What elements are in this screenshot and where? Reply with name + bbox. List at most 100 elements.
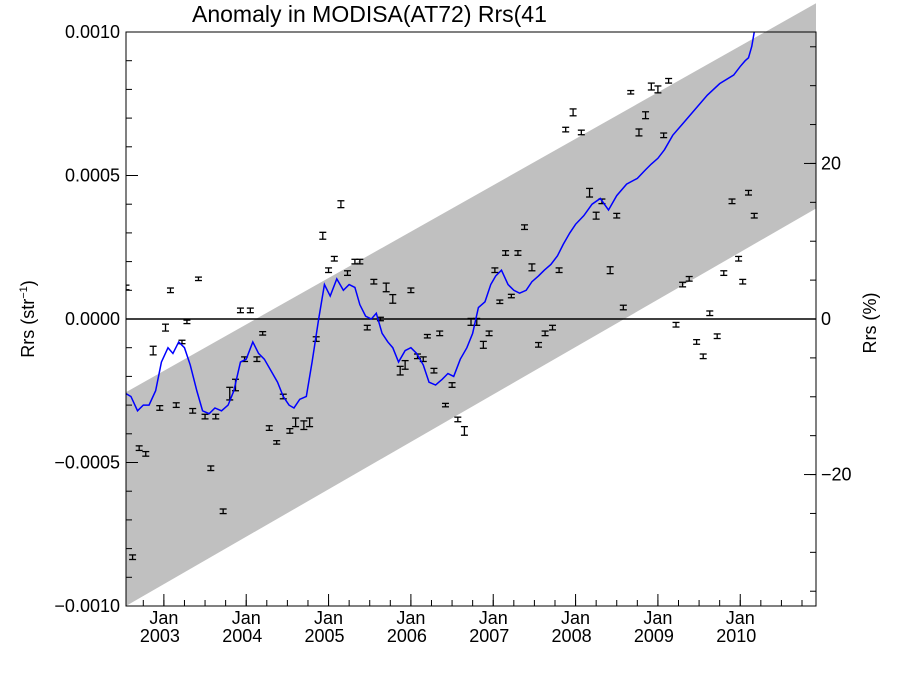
data-point <box>654 85 662 94</box>
data-point <box>549 324 557 331</box>
data-point <box>129 554 137 561</box>
data-point <box>166 287 174 294</box>
data-point <box>448 382 456 388</box>
data-point <box>306 417 314 428</box>
data-point <box>430 367 438 374</box>
data-point <box>356 258 364 265</box>
data-point <box>212 413 220 420</box>
data-point <box>507 293 515 299</box>
data-point <box>236 307 244 314</box>
y2-tick-label: 20 <box>821 153 841 173</box>
data-point <box>436 330 444 337</box>
data-point <box>586 187 594 198</box>
chart-title: Anomaly in MODISA(AT72) Rrs(41 <box>192 1 547 27</box>
data-point <box>265 425 273 432</box>
plot-area <box>126 3 816 607</box>
data-point <box>541 330 549 337</box>
data-point <box>665 77 673 84</box>
x-tick-label-year: 2003 <box>140 626 180 646</box>
data-point <box>219 508 227 515</box>
data-point <box>720 270 728 277</box>
data-point <box>343 270 351 277</box>
data-point <box>706 310 714 317</box>
data-point <box>319 231 327 240</box>
data-point <box>194 276 202 282</box>
data-point <box>496 299 504 305</box>
x-tick-label-month: Jan <box>149 608 178 628</box>
data-point <box>183 319 191 325</box>
data-point <box>521 224 529 231</box>
data-point <box>149 345 157 356</box>
x-tick-label-year: 2004 <box>222 626 262 646</box>
data-point <box>330 255 338 262</box>
y-axis-title: Rrs (str−1) <box>18 280 38 358</box>
data-point <box>259 330 267 336</box>
data-point <box>407 287 415 294</box>
data-point <box>300 420 308 431</box>
data-point <box>699 353 707 360</box>
data-point <box>142 450 150 457</box>
data-point <box>647 82 655 91</box>
tick-labels: −0.0010 −0.0005 0.0000 0.0005 0.0010 −20 0 20 Ja… <box>54 22 851 646</box>
data-point <box>370 278 378 285</box>
axes <box>126 31 816 607</box>
y2-tick-label: −20 <box>821 465 852 485</box>
x-tick-label-month: Jan <box>314 608 343 628</box>
data-point <box>627 89 635 95</box>
data-point <box>325 267 333 274</box>
data-point <box>207 465 215 472</box>
data-point <box>693 339 701 345</box>
data-point <box>337 200 345 209</box>
data-point <box>162 323 170 332</box>
data-point <box>750 212 758 219</box>
x-tick-label-month: Jan <box>396 608 425 628</box>
data-point <box>441 402 449 408</box>
y-axis-title-superscript: −1 <box>18 286 30 299</box>
data-point <box>735 255 743 262</box>
y2-axis-title: Rrs (%) <box>860 293 880 354</box>
data-point <box>401 359 409 370</box>
data-point <box>535 341 543 348</box>
data-point <box>460 425 468 436</box>
x-tick-label-month: Jan <box>726 608 755 628</box>
data-point <box>592 211 600 220</box>
x-tick-label-month: Jan <box>643 608 672 628</box>
data-point <box>363 324 371 331</box>
data-point <box>739 278 747 285</box>
data-point <box>744 189 752 196</box>
data-point <box>189 407 197 414</box>
data-point <box>454 416 462 423</box>
x-tick-label-year: 2009 <box>634 626 674 646</box>
data-point <box>569 108 577 117</box>
data-point <box>577 129 585 136</box>
data-point <box>286 427 294 434</box>
data-point <box>672 321 680 328</box>
data-point <box>246 307 254 314</box>
y-tick-label: 0.0000 <box>65 309 120 329</box>
x-tick-label-year: 2010 <box>716 626 756 646</box>
data-point <box>660 132 668 139</box>
data-point <box>619 304 627 311</box>
data-point <box>273 440 281 445</box>
data-point <box>555 267 563 274</box>
x-tick-label-year: 2008 <box>552 626 592 646</box>
data-point <box>396 365 404 376</box>
data-point <box>713 333 721 340</box>
data-point <box>135 445 143 452</box>
data-point <box>292 417 300 428</box>
y-tick-label: 0.0010 <box>65 22 120 42</box>
smoothed-trend-line <box>126 31 755 415</box>
x-tick-label-month: Jan <box>479 608 508 628</box>
data-point <box>389 293 397 304</box>
data-point <box>479 340 487 349</box>
data-point <box>635 128 643 137</box>
data-point <box>679 281 687 288</box>
y-axis-title-close: ) <box>18 280 38 286</box>
data-point <box>423 333 431 339</box>
x-tick-label-year: 2006 <box>387 626 427 646</box>
uncertainty-band <box>126 3 816 607</box>
data-point <box>514 250 522 256</box>
data-point <box>685 275 693 282</box>
data-point <box>172 402 180 409</box>
